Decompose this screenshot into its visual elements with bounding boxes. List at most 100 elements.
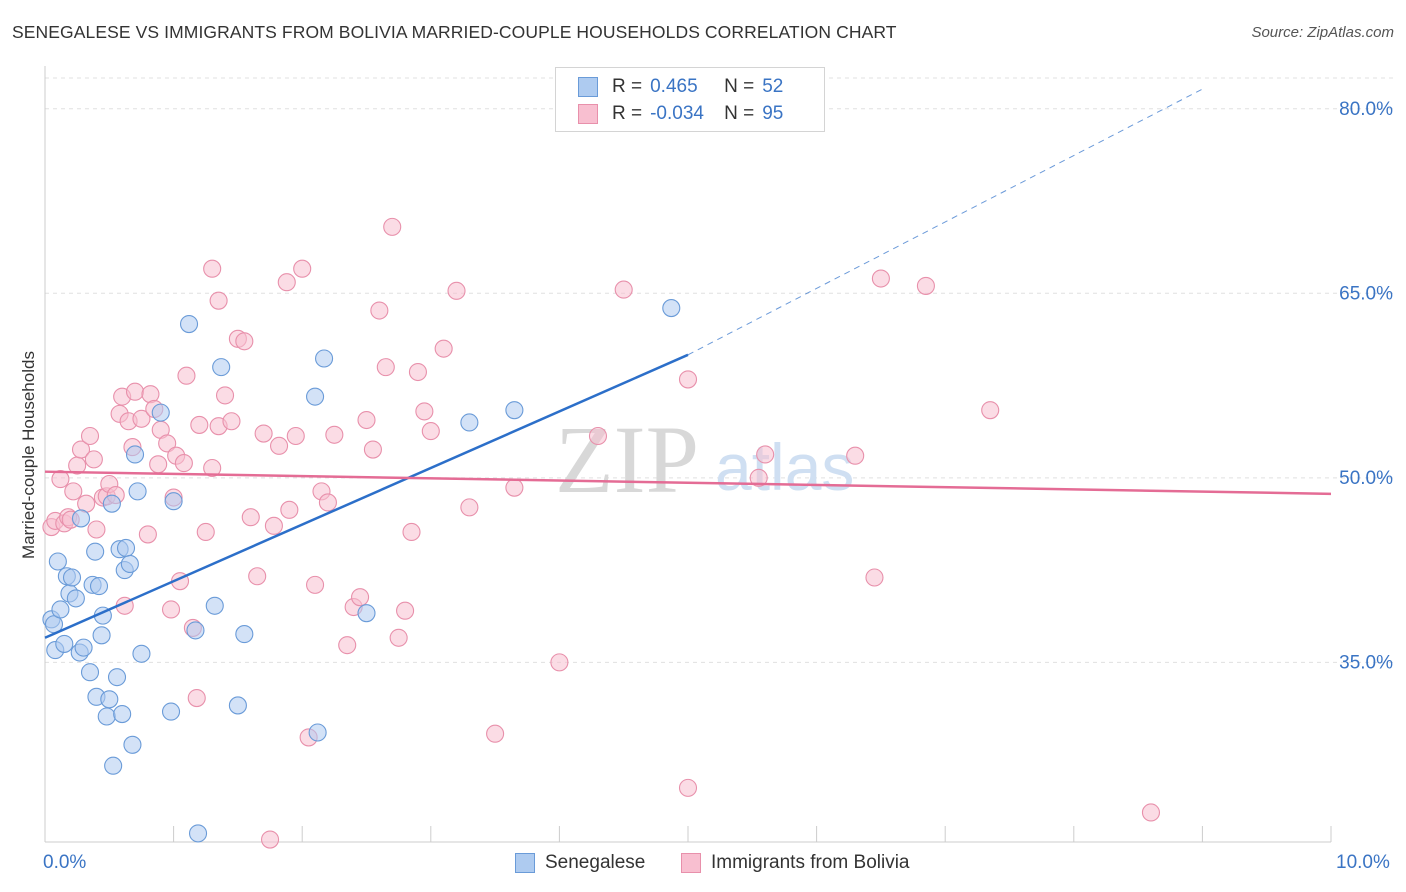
bolivia-point: [235, 332, 254, 351]
senegalese-point: [212, 358, 231, 377]
bolivia-point: [174, 454, 193, 473]
legend-row-senegalese: R = 0.465 N = 52: [578, 75, 783, 99]
bolivia-point: [871, 269, 890, 288]
senegalese-point: [71, 509, 91, 528]
bolivia-point: [325, 425, 344, 444]
senegalese-point: [86, 542, 105, 561]
bolivia-point: [588, 426, 608, 446]
bolivia-point: [505, 478, 524, 497]
senegalese-point: [102, 494, 121, 513]
legend-r-label: R =: [612, 103, 643, 124]
senegalese-point: [107, 668, 127, 687]
bolivia-point: [177, 366, 196, 385]
bolivia-point: [64, 482, 83, 501]
bolivia-point: [486, 724, 505, 743]
senegalese-point: [151, 403, 170, 422]
senegalese-point: [66, 589, 85, 608]
senegalese-trend-line: [44, 353, 689, 639]
bolivia-point: [421, 422, 440, 441]
senegalese-point: [51, 600, 70, 619]
bolivia-point: [678, 778, 698, 797]
legend-n-value: 95: [762, 103, 784, 124]
senegalese-trend-extension: [687, 88, 1203, 356]
legend-label-senegalese: Senegalese: [545, 852, 646, 873]
bolivia-point: [270, 436, 289, 455]
watermark: ZIP atlas: [555, 406, 854, 513]
bolivia-point: [138, 525, 157, 544]
bolivia-point: [338, 636, 357, 655]
bolivia-point: [87, 520, 106, 539]
x-tick-left: 0.0%: [43, 852, 87, 873]
legend-swatch-pink: [578, 104, 598, 124]
bolivia-point: [215, 386, 235, 405]
bolivia-point: [161, 600, 181, 619]
senegalese-point: [128, 482, 147, 501]
y-tick-label: 35.0%: [1339, 652, 1393, 673]
series-legend: Senegalese Immigrants from Bolivia: [0, 852, 1406, 878]
bolivia-point: [84, 450, 103, 469]
senegalese-point: [164, 492, 183, 511]
bolivia-point: [158, 434, 177, 453]
senegalese-point: [357, 604, 376, 623]
gridlines: [45, 77, 1393, 663]
bolivia-point: [1141, 803, 1161, 822]
x-tick-right: 10.0%: [1336, 852, 1390, 873]
senegalese-point: [116, 538, 136, 558]
bolivia-point: [280, 500, 299, 519]
bolivia-point: [149, 455, 168, 474]
bolivia-point: [141, 385, 160, 404]
legend-swatch-blue: [578, 77, 598, 97]
senegalese-point: [306, 387, 325, 406]
bolivia-point: [370, 301, 389, 320]
bolivia-point: [383, 217, 402, 236]
series-senegalese-points: [42, 299, 681, 843]
senegalese-point: [125, 445, 145, 464]
trend-lines: [44, 88, 1332, 639]
bolivia-point: [187, 689, 206, 708]
legend-n-label: N =: [724, 103, 755, 124]
bolivia-point: [222, 412, 241, 431]
bolivia-point: [678, 370, 698, 389]
watermark-zip: ZIP: [555, 406, 699, 513]
bolivia-point: [203, 458, 222, 478]
legend-label-bolivia: Immigrants from Bolivia: [711, 852, 910, 873]
senegalese-point: [188, 824, 208, 843]
senegalese-point: [228, 696, 247, 715]
bolivia-point: [306, 575, 325, 594]
senegalese-point: [315, 349, 334, 368]
bolivia-point: [357, 410, 376, 430]
bolivia-point: [351, 588, 370, 607]
bolivia-point: [396, 601, 415, 620]
senegalese-point: [55, 634, 74, 653]
bolivia-point: [51, 470, 70, 489]
senegalese-point: [80, 663, 100, 682]
senegalese-point: [179, 315, 199, 334]
senegalese-point: [308, 723, 327, 742]
senegalese-point: [132, 644, 151, 663]
bolivia-point: [550, 653, 569, 672]
bolivia-point: [293, 259, 312, 278]
senegalese-point: [97, 707, 116, 726]
bolivia-point: [460, 498, 479, 517]
bolivia-point: [363, 440, 382, 459]
bolivia-point: [190, 415, 209, 434]
y-tick-label: 65.0%: [1339, 283, 1393, 304]
bolivia-point: [125, 382, 145, 401]
y-tick-label: 80.0%: [1339, 99, 1393, 120]
bolivia-point: [402, 522, 421, 542]
senegalese-point: [48, 552, 67, 571]
series-bolivia-points: [42, 217, 1161, 849]
chart-title: SENEGALESE VS IMMIGRANTS FROM BOLIVIA MA…: [12, 22, 897, 42]
bolivia-point: [415, 402, 434, 421]
bolivia-point: [318, 493, 337, 512]
legend-swatch-pink: [681, 853, 701, 873]
senegalese-point: [100, 690, 119, 709]
bolivia-point: [80, 426, 100, 446]
y-tick-labels: 80.0% 65.0% 50.0% 35.0%: [1339, 99, 1393, 674]
senegalese-point: [235, 625, 254, 644]
bolivia-trend-line: [44, 470, 1332, 496]
bolivia-point: [203, 259, 222, 278]
watermark-atlas: atlas: [715, 430, 854, 504]
bolivia-point: [389, 628, 408, 647]
